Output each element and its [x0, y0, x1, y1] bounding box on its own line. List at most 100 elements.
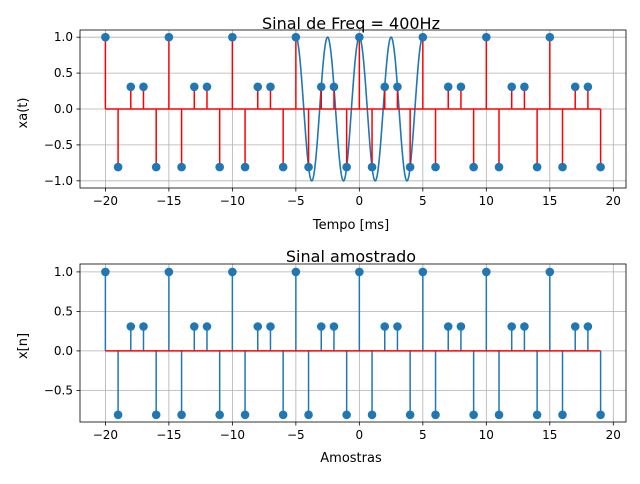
- x-tick-label: −15: [156, 428, 181, 442]
- data-point: [266, 82, 275, 92]
- data-point: [596, 410, 605, 420]
- data-point: [329, 322, 339, 331]
- data-point: [393, 82, 402, 92]
- data-point: [469, 162, 478, 172]
- y-tick-label: 0.0: [54, 344, 73, 358]
- data-point: [545, 267, 555, 277]
- data-point: [507, 322, 517, 331]
- data-point: [558, 410, 567, 420]
- x-tick-label: −10: [220, 428, 245, 442]
- y-tick-label: 0.5: [54, 66, 73, 80]
- data-point: [278, 162, 288, 172]
- data-point: [393, 322, 402, 331]
- x-tick-label: 5: [419, 194, 427, 208]
- data-point: [583, 322, 593, 331]
- data-point: [177, 162, 186, 172]
- data-point: [240, 410, 250, 420]
- data-point: [228, 32, 237, 42]
- x-tick-label: −15: [156, 194, 181, 208]
- data-point: [418, 267, 428, 277]
- data-point: [164, 32, 174, 42]
- y-tick-label: 0.5: [54, 304, 73, 318]
- data-point: [139, 322, 148, 331]
- data-point: [367, 162, 377, 172]
- data-point: [482, 32, 491, 42]
- data-point: [342, 410, 351, 420]
- data-point: [101, 32, 110, 42]
- data-point: [228, 267, 237, 277]
- data-point: [482, 267, 491, 277]
- data-point: [177, 410, 186, 420]
- data-point: [266, 322, 275, 331]
- data-point: [113, 162, 123, 172]
- plot-frame: [79, 263, 627, 423]
- data-point: [215, 162, 224, 172]
- data-point: [494, 410, 504, 420]
- x-tick-label: 15: [542, 194, 557, 208]
- data-point: [342, 162, 351, 172]
- data-point: [456, 82, 466, 92]
- x-tick-label: 15: [542, 428, 557, 442]
- data-point: [443, 322, 453, 331]
- data-point: [202, 82, 212, 92]
- data-point: [329, 82, 339, 92]
- data-point: [189, 82, 199, 92]
- y-tick-label: 1.0: [54, 30, 73, 44]
- x-axis-label: Tempo [ms]: [312, 218, 389, 233]
- data-point: [253, 322, 263, 331]
- data-point: [126, 82, 136, 92]
- data-point: [164, 267, 174, 277]
- data-point: [558, 162, 567, 172]
- data-point: [545, 32, 555, 42]
- data-point: [240, 162, 250, 172]
- x-tick-label: 10: [479, 194, 494, 208]
- data-point: [304, 410, 313, 420]
- y-axis-label: x[n]: [16, 333, 31, 359]
- data-point: [278, 410, 288, 420]
- data-point: [469, 410, 478, 420]
- data-point: [215, 410, 224, 420]
- data-point: [380, 322, 390, 331]
- y-tick-label: −0.5: [44, 383, 73, 397]
- data-point: [291, 32, 301, 42]
- data-point: [113, 410, 123, 420]
- data-point: [520, 322, 529, 331]
- chart-title: Sinal de Freq = 400Hz: [262, 14, 440, 33]
- subplot-analog-signal: Sinal de Freq = 400Hz Tempo [ms] xa(t) −…: [16, 14, 627, 233]
- x-tick-label: 0: [356, 194, 364, 208]
- x-tick-label: 0: [356, 428, 364, 442]
- x-tick-label: 20: [606, 194, 621, 208]
- data-point: [253, 82, 263, 92]
- data-point: [304, 162, 313, 172]
- x-tick-label: −20: [93, 428, 118, 442]
- subplot-sampled-signal: Sinal amostrado Amostras x[n] −20 −15 −10 −…: [16, 247, 627, 466]
- y-tick-label: 0.0: [54, 102, 73, 116]
- data-point: [380, 82, 390, 92]
- data-point: [405, 410, 415, 420]
- chart-title: Sinal amostrado: [286, 247, 416, 266]
- data-point: [126, 322, 136, 331]
- x-tick-label: −5: [287, 428, 305, 442]
- x-axis-label: Amostras: [320, 451, 382, 466]
- data-point: [316, 322, 326, 331]
- data-point: [405, 162, 415, 172]
- data-point: [139, 82, 148, 92]
- data-point: [189, 322, 199, 331]
- data-point: [570, 322, 580, 331]
- data-point: [494, 162, 504, 172]
- data-point: [583, 82, 593, 92]
- data-point: [456, 322, 466, 331]
- y-tick-label: −0.5: [44, 138, 73, 152]
- data-point: [101, 267, 110, 277]
- y-axis-label: xa(t): [16, 98, 31, 129]
- data-point: [532, 162, 542, 172]
- x-tick-label: 20: [606, 428, 621, 442]
- data-point: [418, 32, 428, 42]
- x-tick-label: 5: [419, 428, 427, 442]
- x-tick-label: −10: [220, 194, 245, 208]
- data-point: [570, 82, 580, 92]
- data-point: [431, 410, 440, 420]
- data-point: [151, 410, 161, 420]
- data-point: [431, 162, 440, 172]
